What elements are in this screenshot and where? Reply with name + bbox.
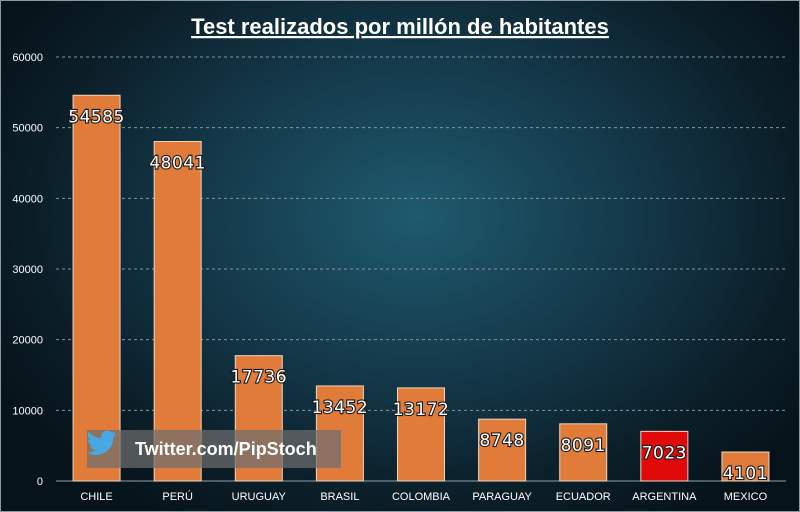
x-tick-label: PARAGUAY <box>472 491 532 503</box>
y-tick-label: 30000 <box>12 264 43 276</box>
data-label: 4101 <box>723 464 768 484</box>
y-axis-ticks: 0 10000 20000 30000 40000 50000 60000 <box>12 52 43 488</box>
bar <box>559 423 608 482</box>
y-tick-label: 0 <box>37 476 43 488</box>
data-label: 8748 <box>479 431 524 451</box>
data-label: 13172 <box>393 400 450 420</box>
data-labels: 54585 48041 17736 13452 13172 8748 8091 7023 410… <box>67 106 769 485</box>
x-tick-label: ARGENTINA <box>632 491 697 503</box>
x-tick-label: URUGUAY <box>232 491 287 503</box>
bar <box>721 451 770 482</box>
data-label: 13452 <box>312 398 369 418</box>
data-label: 17736 <box>230 368 287 388</box>
bar <box>397 387 445 482</box>
data-label: 54585 <box>68 107 125 127</box>
watermark-text: Twitter.com/PipStoch <box>135 438 317 459</box>
bar <box>72 94 121 482</box>
bar <box>153 141 202 482</box>
x-tick-label: MEXICO <box>724 491 768 503</box>
twitter-watermark: Twitter.com/PipStoch <box>87 430 341 468</box>
data-label: 7023 <box>642 443 687 463</box>
data-label: 8091 <box>561 436 606 456</box>
x-tick-label: CHILE <box>80 491 112 503</box>
x-tick-label: ECUADOR <box>556 491 611 503</box>
x-axis-ticks: CHILE PERÚ URUGUAY BRASIL COLOMBIA PARAGUAY EC… <box>80 490 767 503</box>
y-tick-label: 20000 <box>12 335 43 347</box>
x-tick-label: COLOMBIA <box>392 491 451 503</box>
x-tick-label: PERÚ <box>162 490 193 503</box>
data-label: 48041 <box>149 154 206 174</box>
y-tick-label: 50000 <box>12 123 43 135</box>
bar <box>478 418 527 482</box>
twitter-bird-icon <box>87 430 125 462</box>
y-tick-label: 10000 <box>12 405 43 417</box>
x-tick-label: BRASIL <box>320 491 359 503</box>
chart-title: Test realizados por millón de habitantes <box>191 14 609 39</box>
y-tick-label: 40000 <box>12 193 43 205</box>
y-tick-label: 60000 <box>12 52 43 64</box>
bar <box>640 430 689 482</box>
